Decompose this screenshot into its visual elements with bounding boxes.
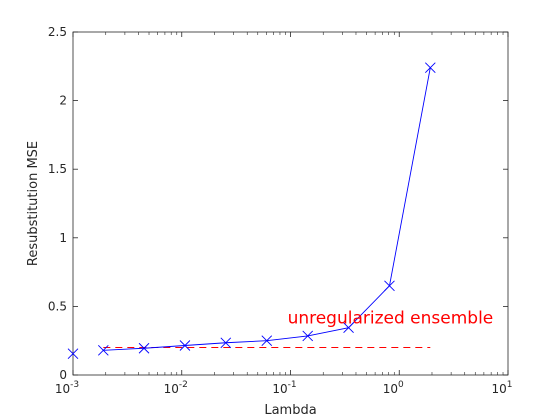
data-point-marker: [302, 330, 314, 342]
x-tick-labels: 10-3 10-2 10-1 100 101: [55, 380, 513, 396]
data-point-marker: [384, 280, 395, 292]
data-point-marker: [261, 335, 273, 347]
axes-frame: [72, 31, 509, 376]
marker-stroke: [343, 322, 354, 333]
marker-stroke: [97, 344, 109, 356]
marker-stroke: [220, 337, 232, 349]
marker-stroke: [261, 335, 273, 347]
tick-marks: [72, 31, 509, 376]
y-tick-label: 2.5: [48, 25, 67, 39]
data-point-marker: [424, 62, 436, 73]
marker-stroke: [67, 348, 79, 360]
data-point-marker: [138, 342, 150, 354]
x-tick-label: 10-3: [55, 380, 79, 396]
marker-stroke: [179, 340, 191, 351]
plot-area: [72, 31, 509, 376]
data-point-marker: [179, 340, 191, 351]
y-axis-label: Resubstitution MSE: [26, 141, 41, 266]
y-tick-labels: 0 0.5 1 1.5 2 2.5: [48, 25, 67, 382]
y-tick-label: 1: [59, 231, 67, 245]
data-point-marker: [343, 322, 354, 333]
annotations: unregularized ensemble: [288, 309, 494, 329]
marker-stroke: [302, 330, 314, 342]
x-tick-label: 10-1: [272, 380, 296, 396]
y-tick-label: 1.5: [48, 162, 67, 176]
x-axis-label: Lambda: [264, 403, 316, 418]
y-tick-label: 0.5: [48, 299, 67, 313]
x-tick-label: 10-2: [164, 380, 188, 396]
marker-stroke: [138, 342, 150, 354]
data-point-marker: [67, 348, 79, 360]
y-tick-label: 2: [59, 94, 67, 108]
data-point-marker: [220, 337, 232, 349]
marker-stroke: [424, 62, 436, 73]
data-point-marker: [97, 344, 109, 356]
marker-stroke: [384, 280, 395, 292]
series-group: [67, 62, 436, 360]
y-tick-label: 0: [59, 368, 67, 382]
x-tick-label: 101: [491, 380, 512, 396]
x-tick-label: 100: [383, 380, 404, 396]
annotation-label: unregularized ensemble: [288, 309, 494, 329]
